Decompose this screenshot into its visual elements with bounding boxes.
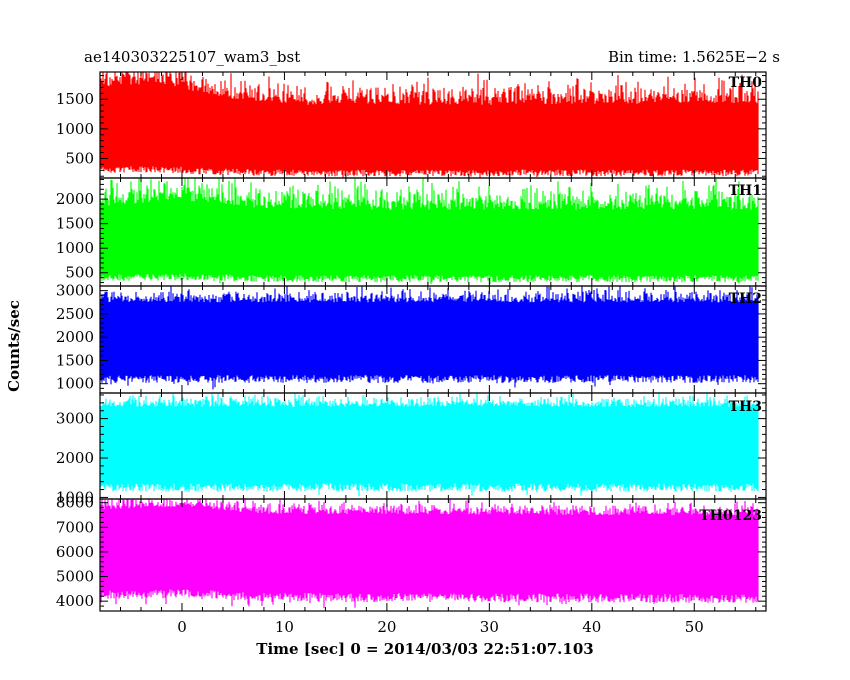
panel-label-th3: TH3 (729, 399, 762, 415)
y-tick-label: 1500 (56, 351, 94, 369)
panel-label-th0123: TH0123 (699, 508, 762, 524)
y-tick-label: 2000 (56, 328, 94, 346)
y-tick-label: 3000 (56, 282, 94, 300)
panel-th1: 500 1000 1500 2000 TH1 (56, 177, 767, 287)
x-tick-label: 30 (480, 618, 499, 636)
y-tick-label: 1000 (56, 375, 94, 393)
y-tick-label: 3000 (56, 410, 94, 428)
series-th1 (100, 178, 759, 285)
panel-label-th1: TH1 (729, 183, 762, 199)
y-tick-label: 1500 (56, 215, 94, 233)
panels-group: 500 1000 1500 TH0 500 1000 1500 2000 TH1 1000 1500… (56, 71, 767, 612)
series-th0123 (100, 499, 759, 609)
panel-th0123: 4000 5000 6000 7000 8000 TH0123 (56, 494, 767, 612)
plot-title: ae140303225107_wam3_bst (84, 48, 300, 66)
series-th3 (100, 393, 759, 497)
x-tick-label: 50 (685, 618, 704, 636)
y-tick-label: 1000 (56, 120, 94, 138)
panel-th2: 1000 1500 2000 2500 3000 TH2 (56, 282, 767, 394)
y-tick-label: 2500 (56, 305, 94, 323)
x-tick-label: 10 (275, 618, 294, 636)
y-tick-label: 2000 (56, 190, 94, 208)
y-tick-label: 1000 (56, 239, 94, 257)
panel-label-th0: TH0 (729, 75, 763, 91)
x-tick-label: 20 (377, 618, 396, 636)
y-tick-label: 7000 (56, 518, 94, 536)
panel-th3: 1000 2000 3000 TH3 (56, 392, 767, 506)
y-tick-label: 500 (65, 149, 94, 167)
panel-th0: 500 1000 1500 TH0 (56, 71, 767, 179)
x-axis: 0 10 20 30 40 50 (177, 618, 704, 636)
series-th0 (100, 72, 759, 178)
panel-label-th2: TH2 (729, 291, 762, 307)
y-axis-label: Counts/sec (5, 300, 23, 392)
y-tick-label: 1500 (56, 90, 94, 108)
y-tick-label: 2000 (56, 449, 94, 467)
panel-frame (99, 498, 767, 612)
bin-time-label: Bin time: 1.5625E−2 s (608, 48, 780, 66)
y-tick-label: 5000 (56, 568, 94, 586)
series-th2 (100, 286, 759, 390)
y-tick-label: 6000 (56, 543, 94, 561)
y-tick-label: 500 (65, 264, 94, 282)
x-tick-label: 0 (177, 618, 187, 636)
y-tick-label: 4000 (56, 592, 94, 610)
y-tick-label: 8000 (56, 494, 94, 512)
y-tick-label: 1000 (56, 488, 94, 506)
x-axis-label: Time [sec] 0 = 2014/03/03 22:51:07.103 (256, 640, 593, 658)
x-tick-label: 40 (582, 618, 601, 636)
